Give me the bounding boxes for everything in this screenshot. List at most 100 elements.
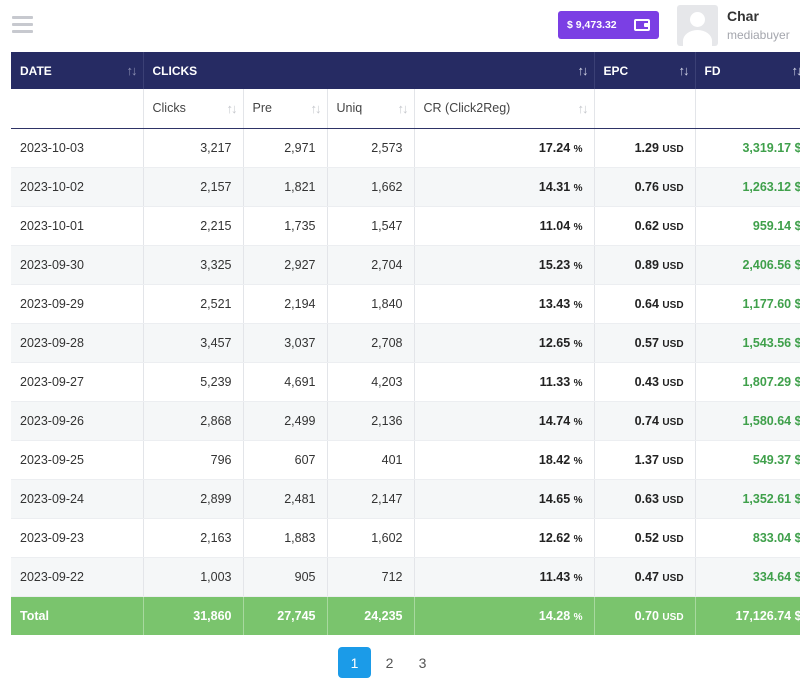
- cell-uniq: 2,573: [327, 128, 415, 168]
- subheader-clicks[interactable]: Clicks ↑↓: [143, 89, 244, 129]
- table-row: 2023-10-03 3,217 2,971 2,573 17.24 % 1.29 USD…: [11, 128, 800, 168]
- cell-date: 2023-10-02: [11, 167, 144, 207]
- table-row: 2023-09-26 2,868 2,499 2,136 14.74 % 0.74 USD…: [11, 401, 800, 441]
- table-row: 2023-09-27 5,239 4,691 4,203 11.33 % 0.43 USD…: [11, 362, 800, 402]
- cell-epc: 0.89 USD: [594, 245, 696, 285]
- column-clicks[interactable]: CLICKS ↑↓: [143, 52, 595, 89]
- column-fd[interactable]: FD ↑↓: [695, 52, 800, 89]
- sort-icon[interactable]: ↑↓: [577, 101, 589, 116]
- cell-uniq: 4,203: [327, 362, 415, 402]
- total-row: Total 31,860 27,745 24,235 14.28 % 0.70 USD 17…: [11, 596, 800, 635]
- cell-clicks: 3,457: [143, 323, 244, 363]
- cell-clicks: 2,521: [143, 284, 244, 324]
- page-button-2[interactable]: 2: [385, 654, 394, 671]
- cell-fd: 3,319.17 $: [695, 128, 800, 168]
- cell-clicks: 796: [143, 440, 244, 480]
- cell-pre: 1,883: [243, 518, 328, 558]
- sort-icon[interactable]: ↑↓: [226, 101, 238, 116]
- sort-icon[interactable]: ↑↓: [577, 63, 589, 78]
- cell-pre: 2,481: [243, 479, 328, 519]
- cell-clicks: 2,163: [143, 518, 244, 558]
- cell-clicks: 5,239: [143, 362, 244, 402]
- cell-cr: 12.62 %: [414, 518, 595, 558]
- subheader-uniq[interactable]: Uniq ↑↓: [327, 89, 415, 129]
- total-epc: 0.70 USD: [594, 596, 696, 635]
- avatar[interactable]: [677, 5, 718, 46]
- cell-epc: 0.64 USD: [594, 284, 696, 324]
- total-uniq: 24,235: [327, 596, 415, 635]
- page-button-3[interactable]: 3: [418, 654, 427, 671]
- cell-epc: 1.37 USD: [594, 440, 696, 480]
- table-row: 2023-09-30 3,325 2,927 2,704 15.23 % 0.89 USD…: [11, 245, 800, 285]
- cell-date: 2023-09-30: [11, 245, 144, 285]
- cell-clicks: 2,215: [143, 206, 244, 246]
- column-date[interactable]: DATE ↑↓: [11, 52, 144, 89]
- cell-cr: 11.33 %: [414, 362, 595, 402]
- sort-icon[interactable]: ↑↓: [310, 101, 322, 116]
- sort-icon[interactable]: ↑↓: [397, 101, 409, 116]
- subheader-cr[interactable]: CR (Click2Reg) ↑↓: [414, 89, 595, 129]
- table-row: 2023-10-01 2,215 1,735 1,547 11.04 % 0.62 USD…: [11, 206, 800, 246]
- cell-uniq: 2,708: [327, 323, 415, 363]
- subheader-empty: [11, 89, 144, 129]
- top-bar: $ 9,473.32 Char mediabuyer: [0, 0, 800, 52]
- cell-date: 2023-09-25: [11, 440, 144, 480]
- total-fd: 17,126.74 $: [695, 596, 800, 635]
- subheader-empty: [695, 89, 800, 129]
- page-button-1[interactable]: 1: [338, 647, 371, 678]
- column-epc[interactable]: EPC ↑↓: [594, 52, 696, 89]
- cell-epc: 0.43 USD: [594, 362, 696, 402]
- cell-cr: 18.42 %: [414, 440, 595, 480]
- cell-uniq: 401: [327, 440, 415, 480]
- cell-epc: 0.63 USD: [594, 479, 696, 519]
- stats-table: DATE ↑↓ CLICKS ↑↓ EPC ↑↓ FD ↑↓ Clicks ↑↓ Pre ↑…: [11, 52, 800, 635]
- cell-uniq: 2,136: [327, 401, 415, 441]
- user-role: mediabuyer: [727, 28, 790, 42]
- table-row: 2023-09-28 3,457 3,037 2,708 12.65 % 0.57 USD…: [11, 323, 800, 363]
- cell-pre: 905: [243, 557, 328, 597]
- menu-icon[interactable]: [12, 16, 33, 34]
- sort-icon[interactable]: ↑↓: [791, 63, 800, 78]
- cell-clicks: 3,325: [143, 245, 244, 285]
- cell-epc: 0.76 USD: [594, 167, 696, 207]
- subheader-pre[interactable]: Pre ↑↓: [243, 89, 328, 129]
- cell-fd: 1,177.60 $: [695, 284, 800, 324]
- cell-clicks: 1,003: [143, 557, 244, 597]
- cell-pre: 4,691: [243, 362, 328, 402]
- cell-fd: 833.04 $: [695, 518, 800, 558]
- cell-cr: 17.24 %: [414, 128, 595, 168]
- sort-icon[interactable]: ↑↓: [678, 63, 690, 78]
- total-cr: 14.28 %: [414, 596, 595, 635]
- cell-clicks: 2,899: [143, 479, 244, 519]
- cell-date: 2023-10-01: [11, 206, 144, 246]
- cell-date: 2023-09-24: [11, 479, 144, 519]
- subheader-empty: [594, 89, 696, 129]
- cell-epc: 0.62 USD: [594, 206, 696, 246]
- wallet-icon: [634, 19, 650, 31]
- cell-uniq: 712: [327, 557, 415, 597]
- balance-button[interactable]: $ 9,473.32: [558, 11, 659, 39]
- cell-cr: 11.04 %: [414, 206, 595, 246]
- table-row: 2023-09-23 2,163 1,883 1,602 12.62 % 0.52 USD…: [11, 518, 800, 558]
- cell-fd: 1,807.29 $: [695, 362, 800, 402]
- cell-fd: 1,352.61 $: [695, 479, 800, 519]
- cell-cr: 14.65 %: [414, 479, 595, 519]
- cell-date: 2023-09-29: [11, 284, 144, 324]
- cell-clicks: 3,217: [143, 128, 244, 168]
- cell-epc: 0.57 USD: [594, 323, 696, 363]
- cell-fd: 2,406.56 $: [695, 245, 800, 285]
- cell-epc: 0.47 USD: [594, 557, 696, 597]
- cell-cr: 11.43 %: [414, 557, 595, 597]
- balance-amount: $ 9,473.32: [567, 19, 617, 31]
- sort-desc-icon[interactable]: ↑↓: [126, 63, 138, 78]
- table-row: 2023-09-22 1,003 905 712 11.43 % 0.47 USD 334.…: [11, 557, 800, 597]
- cell-date: 2023-09-23: [11, 518, 144, 558]
- total-clicks: 31,860: [143, 596, 244, 635]
- cell-fd: 549.37 $: [695, 440, 800, 480]
- cell-date: 2023-09-28: [11, 323, 144, 363]
- cell-date: 2023-10-03: [11, 128, 144, 168]
- cell-date: 2023-09-22: [11, 557, 144, 597]
- table-row: 2023-09-25 796 607 401 18.42 % 1.37 USD 549.37…: [11, 440, 800, 480]
- cell-fd: 1,543.56 $: [695, 323, 800, 363]
